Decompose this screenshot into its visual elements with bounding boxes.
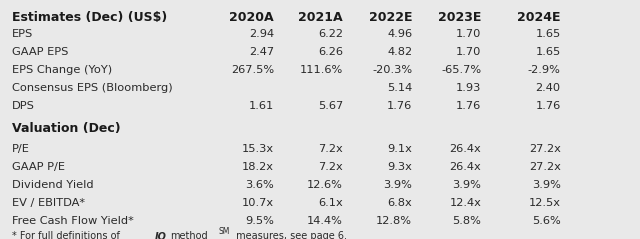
Text: 26.4x: 26.4x [449, 162, 481, 172]
Text: 1.76: 1.76 [456, 101, 481, 111]
Text: 14.4%: 14.4% [307, 216, 343, 226]
Text: GAAP EPS: GAAP EPS [12, 47, 68, 57]
Text: -65.7%: -65.7% [441, 65, 481, 75]
Text: * For full definitions of: * For full definitions of [12, 231, 122, 239]
Text: 2021A: 2021A [298, 11, 343, 24]
Text: 12.4x: 12.4x [449, 198, 481, 208]
Text: 3.9%: 3.9% [532, 180, 561, 190]
Text: 9.3x: 9.3x [387, 162, 412, 172]
Text: 1.76: 1.76 [387, 101, 412, 111]
Text: 4.96: 4.96 [387, 29, 412, 39]
Text: 4.82: 4.82 [387, 47, 412, 57]
Text: measures, see page 6.: measures, see page 6. [234, 231, 348, 239]
Text: 2.47: 2.47 [249, 47, 274, 57]
Text: 6.8x: 6.8x [387, 198, 412, 208]
Text: Estimates (Dec) (US$): Estimates (Dec) (US$) [12, 11, 167, 24]
Text: 3.9%: 3.9% [452, 180, 481, 190]
Text: P/E: P/E [12, 144, 29, 154]
Text: 9.5%: 9.5% [245, 216, 274, 226]
Text: 267.5%: 267.5% [231, 65, 274, 75]
Text: 27.2x: 27.2x [529, 162, 561, 172]
Text: 3.6%: 3.6% [245, 180, 274, 190]
Text: 1.61: 1.61 [249, 101, 274, 111]
Text: 1.93: 1.93 [456, 83, 481, 93]
Text: Free Cash Flow Yield*: Free Cash Flow Yield* [12, 216, 133, 226]
Text: EV / EBITDA*: EV / EBITDA* [12, 198, 84, 208]
Text: 18.2x: 18.2x [242, 162, 274, 172]
Text: 12.8%: 12.8% [376, 216, 412, 226]
Text: -2.9%: -2.9% [528, 65, 561, 75]
Text: 1.76: 1.76 [536, 101, 561, 111]
Text: 1.65: 1.65 [536, 29, 561, 39]
Text: IQ: IQ [155, 231, 166, 239]
Text: 12.5x: 12.5x [529, 198, 561, 208]
Text: DPS: DPS [12, 101, 35, 111]
Text: 6.1x: 6.1x [318, 198, 343, 208]
Text: 6.26: 6.26 [318, 47, 343, 57]
Text: Consensus EPS (Bloomberg): Consensus EPS (Bloomberg) [12, 83, 172, 93]
Text: 2020A: 2020A [229, 11, 274, 24]
Text: 1.70: 1.70 [456, 29, 481, 39]
Text: 111.6%: 111.6% [300, 65, 343, 75]
Text: 3.9%: 3.9% [383, 180, 412, 190]
Text: 1.70: 1.70 [456, 47, 481, 57]
Text: 15.3x: 15.3x [242, 144, 274, 154]
Text: 5.14: 5.14 [387, 83, 412, 93]
Text: 5.67: 5.67 [318, 101, 343, 111]
Text: 1.65: 1.65 [536, 47, 561, 57]
Text: -20.3%: -20.3% [372, 65, 412, 75]
Text: 9.1x: 9.1x [387, 144, 412, 154]
Text: 7.2x: 7.2x [318, 144, 343, 154]
Text: 2024E: 2024E [517, 11, 561, 24]
Text: EPS Change (YoY): EPS Change (YoY) [12, 65, 111, 75]
Text: 12.6%: 12.6% [307, 180, 343, 190]
Text: 26.4x: 26.4x [449, 144, 481, 154]
Text: 6.22: 6.22 [318, 29, 343, 39]
Text: 2022E: 2022E [369, 11, 412, 24]
Text: method: method [170, 231, 208, 239]
Text: EPS: EPS [12, 29, 33, 39]
Text: 10.7x: 10.7x [242, 198, 274, 208]
Text: 7.2x: 7.2x [318, 162, 343, 172]
Text: 5.8%: 5.8% [452, 216, 481, 226]
Text: GAAP P/E: GAAP P/E [12, 162, 65, 172]
Text: 2.94: 2.94 [249, 29, 274, 39]
Text: 27.2x: 27.2x [529, 144, 561, 154]
Text: 5.6%: 5.6% [532, 216, 561, 226]
Text: 2.40: 2.40 [536, 83, 561, 93]
Text: SM: SM [219, 227, 230, 236]
Text: 2023E: 2023E [438, 11, 481, 24]
Text: Valuation (Dec): Valuation (Dec) [12, 122, 120, 135]
Text: Dividend Yield: Dividend Yield [12, 180, 93, 190]
